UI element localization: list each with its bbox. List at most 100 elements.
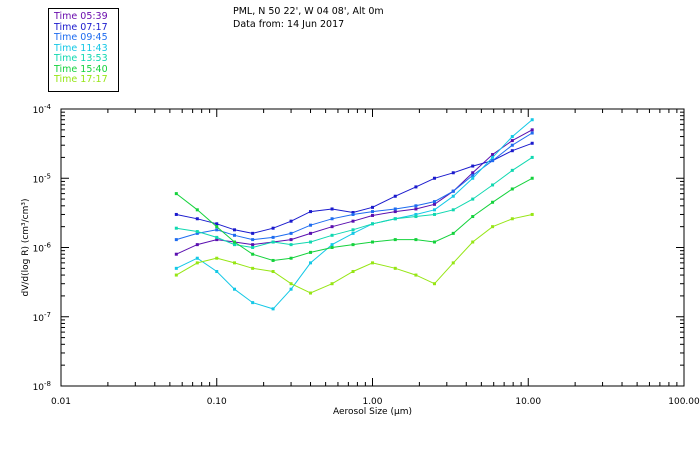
data-point <box>174 273 178 277</box>
data-point <box>414 185 418 189</box>
data-point <box>351 270 355 274</box>
data-point <box>351 211 355 215</box>
data-point <box>414 207 418 211</box>
x-tick-label: 10.00 <box>515 397 541 407</box>
data-point <box>271 226 275 230</box>
data-point <box>271 258 275 262</box>
data-point <box>351 212 355 216</box>
data-point <box>491 155 495 159</box>
data-point <box>471 176 475 180</box>
data-point <box>289 282 293 286</box>
legend-entry-2: Time 07:17 <box>54 21 108 33</box>
data-point <box>174 226 178 230</box>
data-point <box>195 243 199 247</box>
data-point <box>393 238 397 242</box>
data-point <box>174 212 178 216</box>
data-point <box>510 143 514 147</box>
x-tick-label: 100.00 <box>668 397 700 407</box>
data-point <box>530 118 534 122</box>
y-tick-label: 10-7 <box>33 311 51 324</box>
data-point <box>251 252 255 256</box>
data-point <box>215 222 219 226</box>
data-point <box>371 222 374 226</box>
data-point <box>432 240 436 244</box>
data-point <box>432 282 436 286</box>
data-point <box>271 307 275 311</box>
data-point <box>309 261 313 265</box>
x-tick-label: 0.01 <box>51 397 71 407</box>
data-point <box>451 171 455 175</box>
data-point <box>414 238 418 242</box>
data-point <box>330 233 334 237</box>
data-point <box>215 228 219 232</box>
data-point <box>232 243 236 247</box>
series-line-3 <box>176 132 533 241</box>
data-point <box>195 256 199 260</box>
data-point <box>251 266 255 270</box>
data-point <box>471 173 475 177</box>
data-point <box>232 287 236 291</box>
data-point <box>309 223 313 227</box>
data-point <box>414 204 418 208</box>
data-point <box>471 197 475 201</box>
data-point <box>393 266 397 270</box>
legend-entry-6: Time 15:40 <box>54 63 108 75</box>
data-point <box>289 287 293 291</box>
data-point <box>330 207 334 211</box>
data-point <box>471 171 475 175</box>
data-point <box>414 212 418 216</box>
data-point <box>393 210 397 214</box>
data-point <box>309 291 313 295</box>
data-point <box>530 176 534 180</box>
data-point <box>371 240 374 244</box>
chart-subtitle: Data from: 14 Jun 2017 <box>233 19 345 30</box>
data-point <box>471 240 475 244</box>
data-point <box>510 168 514 172</box>
data-point <box>451 189 455 193</box>
x-tick-label: 0.10 <box>207 397 227 407</box>
data-point <box>530 212 534 216</box>
data-point <box>451 208 455 212</box>
data-point <box>491 200 495 204</box>
data-point <box>195 231 199 235</box>
x-axis-label: Aerosol Size (μm) <box>333 407 412 417</box>
data-point <box>432 176 436 180</box>
y-tick-label: 10-5 <box>33 172 51 185</box>
y-axis-label: dV/d(log R) (cm³/cm³) <box>21 198 31 296</box>
data-point <box>289 231 293 235</box>
data-point <box>215 238 219 242</box>
data-point <box>195 208 199 212</box>
chart-header: PML, N 50 22', W 04 08', Alt 0m Data fro… <box>233 5 384 31</box>
chart-title: PML, N 50 22', W 04 08', Alt 0m <box>233 6 384 17</box>
data-point <box>371 210 374 214</box>
data-point <box>510 217 514 221</box>
data-point <box>471 215 475 219</box>
data-point <box>351 219 355 223</box>
data-point <box>351 243 355 247</box>
data-point <box>215 270 219 274</box>
data-point <box>309 210 313 214</box>
data-point <box>351 231 355 235</box>
data-point <box>289 219 293 223</box>
data-point <box>510 187 514 191</box>
data-point <box>215 235 219 239</box>
data-point <box>432 208 436 212</box>
data-point <box>195 217 199 221</box>
data-point <box>491 159 495 163</box>
data-point <box>289 238 293 242</box>
data-point <box>432 200 436 204</box>
data-point <box>330 246 334 249</box>
data-point <box>491 225 495 229</box>
data-point <box>232 240 236 244</box>
data-point <box>471 164 475 168</box>
legend: Time 05:39 Time 07:17 Time 09:45 Time 11… <box>48 8 119 92</box>
legend-entry-7: Time 17:17 <box>54 74 108 85</box>
data-point <box>289 256 293 260</box>
series-line-7 <box>176 214 533 294</box>
data-point <box>309 250 313 254</box>
data-point <box>174 192 178 196</box>
data-point <box>510 149 514 153</box>
data-point <box>251 243 255 247</box>
data-point <box>530 155 534 159</box>
data-point <box>271 240 275 244</box>
